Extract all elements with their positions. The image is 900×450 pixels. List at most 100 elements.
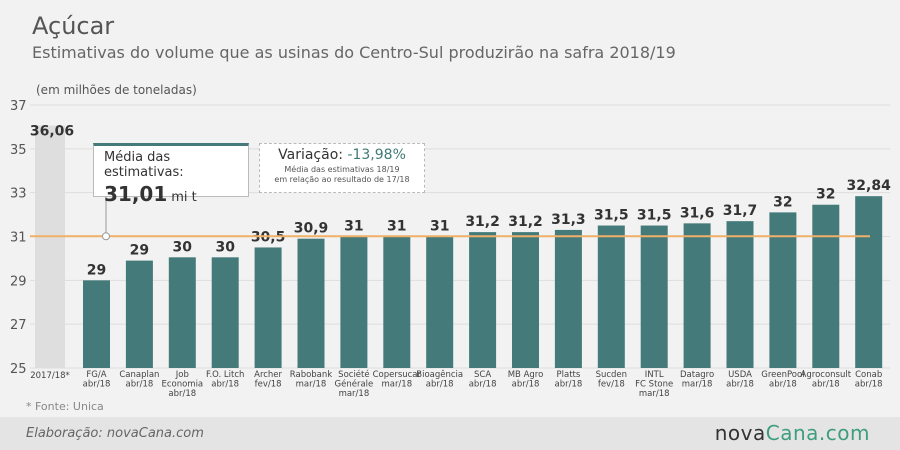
bar-category-label: USDA xyxy=(728,370,752,380)
average-marker xyxy=(102,232,110,241)
bar-category-label: abr/18 xyxy=(469,380,497,390)
bar-category-label: abr/18 xyxy=(769,380,797,390)
variation-value: -13,98% xyxy=(347,147,406,163)
footer-bar xyxy=(0,417,900,450)
bar xyxy=(512,232,539,368)
bar xyxy=(683,223,711,368)
bar-category-label: Archer xyxy=(254,370,282,380)
average-label: Média das estimativas: xyxy=(104,150,184,180)
y-tick-label: 37 xyxy=(10,99,27,114)
bar-category-label: mar/18 xyxy=(381,380,412,390)
bar-category-label: Agroconsult xyxy=(801,370,852,380)
bar-value-label: 31 xyxy=(344,219,363,235)
bar-category-label: fev/18 xyxy=(598,380,625,390)
bar-category-label: GreenPool xyxy=(761,370,804,380)
bar-value-label: 31,3 xyxy=(551,212,586,228)
bar xyxy=(83,280,110,368)
bar xyxy=(812,204,840,368)
bar-category-label: abr/18 xyxy=(126,380,154,390)
bar xyxy=(597,225,625,368)
bar-category-label: abr/18 xyxy=(83,380,111,390)
bar-category-label: SCA xyxy=(474,370,491,380)
variation-note-line-2: em relação ao resultado de 17/18 xyxy=(274,175,410,184)
bar-category-label: abr/18 xyxy=(211,380,239,390)
bar-category-label: abr/18 xyxy=(512,380,540,390)
y-tick-label: 29 xyxy=(10,274,27,289)
bar-value-label: 31 xyxy=(430,219,449,235)
bar-value-label: 32 xyxy=(773,194,792,210)
bar-category-label: abr/18 xyxy=(426,380,454,390)
novacana-logo[interactable]: novaCana.com xyxy=(715,421,870,445)
bar-category-label: MB Agro xyxy=(508,370,544,380)
chart-subtitle: Estimativas do volume que as usinas do C… xyxy=(32,43,676,62)
bar-category-label: abr/18 xyxy=(855,380,883,390)
logo-part-2: Cana.com xyxy=(765,421,870,445)
bar-category-label: INTL xyxy=(645,370,664,380)
bar-category-label: mar/18 xyxy=(682,380,713,390)
bar-value-label: 32 xyxy=(816,187,835,203)
bar-category-label: abr/18 xyxy=(812,380,840,390)
bar-category-label: abr/18 xyxy=(726,380,754,390)
bar xyxy=(426,236,454,368)
bar-category-label: fev/18 xyxy=(255,380,282,390)
bar-category-label: abr/18 xyxy=(168,389,196,399)
bar-value-label: 30 xyxy=(215,239,235,255)
bar xyxy=(469,232,497,368)
logo-part-1: nova xyxy=(714,421,766,445)
bar-category-label: Société xyxy=(338,369,369,380)
bar-value-label: 31,6 xyxy=(680,205,715,221)
bar-value-label: 31,5 xyxy=(594,208,629,224)
bar xyxy=(855,196,883,368)
bar-category-label: mar/18 xyxy=(639,389,670,399)
bar-category-label: Rabobank xyxy=(290,370,333,380)
bar-category-label: Canaplan xyxy=(119,370,159,380)
credit-text: Elaboração: novaCana.com xyxy=(26,426,204,441)
reference-category-label: 2017/18* xyxy=(30,371,70,381)
bar-value-label: 31,2 xyxy=(508,214,543,230)
bar-category-label: Platts xyxy=(557,370,581,380)
bar xyxy=(254,247,282,368)
bar xyxy=(297,238,325,368)
bar xyxy=(383,236,411,368)
bar-category-label: Copersucar xyxy=(373,370,422,380)
bar xyxy=(640,225,668,368)
y-tick-label: 35 xyxy=(10,143,27,158)
bar xyxy=(125,260,153,368)
average-value: 31,01 xyxy=(104,182,168,206)
bar xyxy=(726,221,754,368)
bar-value-label: 29 xyxy=(130,243,149,259)
average-value-row: 31,01 mi t xyxy=(104,182,238,206)
bar-category-label: mar/18 xyxy=(296,380,327,390)
bar-category-label: Job xyxy=(175,370,189,380)
bar xyxy=(168,257,196,368)
bar-category-label: Générale xyxy=(335,379,374,390)
units-label: (em milhões de toneladas) xyxy=(36,83,197,97)
variation-label: Variação: xyxy=(278,147,343,163)
bar-category-label: Bioagência xyxy=(416,369,463,380)
bar-value-label: 32,84 xyxy=(847,178,892,194)
bar-value-label: 31,7 xyxy=(723,203,758,219)
chart-title: Açúcar xyxy=(32,12,115,40)
bar xyxy=(211,257,239,368)
variation-note: Média das estimativas 18/19 em relação a… xyxy=(260,165,424,185)
bar-category-label: Datagro xyxy=(680,370,714,380)
reference-bar xyxy=(35,125,65,368)
average-callout: Média das estimativas: 31,01 mi t xyxy=(93,143,249,206)
y-tick-label: 33 xyxy=(10,187,27,202)
bar-category-label: mar/18 xyxy=(339,389,370,399)
source-note: * Fonte: Unica xyxy=(26,400,104,413)
bar-value-label: 31,2 xyxy=(465,214,500,230)
bar-category-label: FC Stone xyxy=(635,380,673,390)
bar-value-label: 31 xyxy=(387,219,406,235)
bar-category-label: FG/A xyxy=(86,370,106,380)
bar-value-label: 29 xyxy=(87,262,106,278)
bar-category-label: Conab xyxy=(855,370,882,380)
variation-callout: Variação: -13,98% Média das estimativas … xyxy=(259,143,425,193)
bar-value-label: 30,9 xyxy=(294,221,329,237)
bar-value-label: 30,5 xyxy=(251,229,286,245)
average-unit: mi t xyxy=(171,190,197,205)
y-tick-label: 31 xyxy=(10,231,27,246)
bar xyxy=(340,236,368,368)
